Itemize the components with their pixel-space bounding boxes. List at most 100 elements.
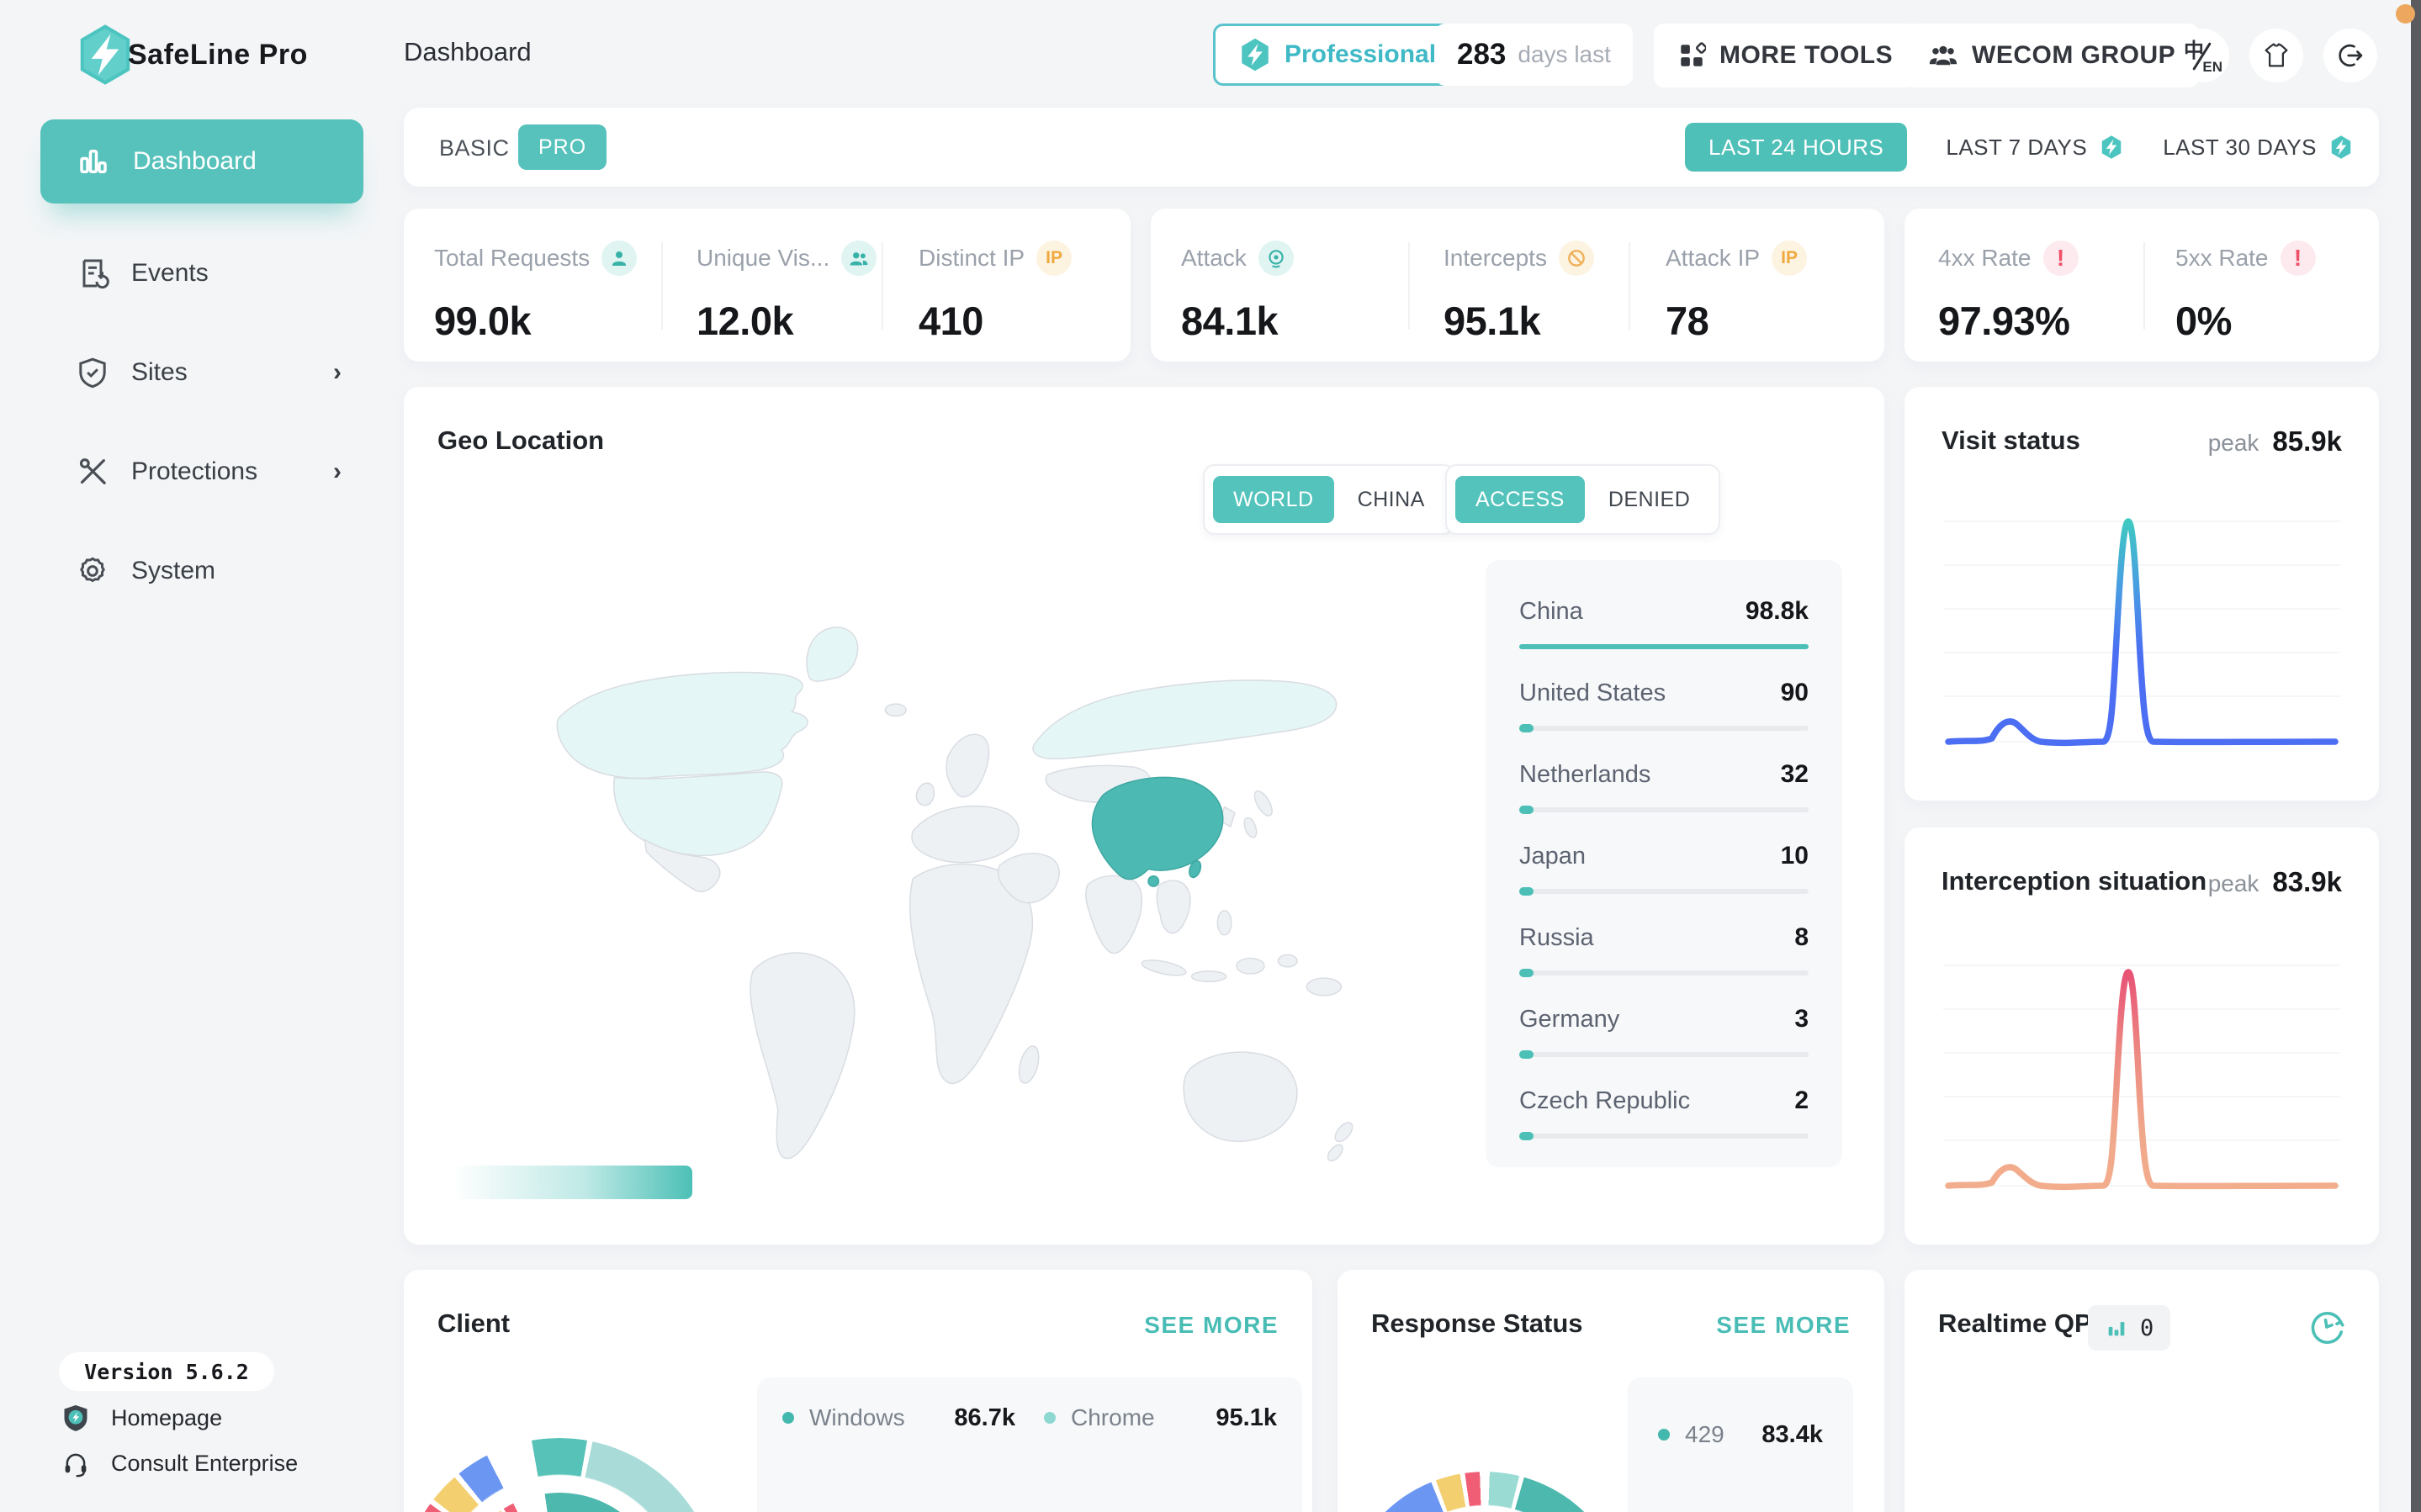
license-days: 283 days last xyxy=(1435,24,1633,86)
legend-name: Windows xyxy=(809,1404,905,1430)
pro-bolt-icon xyxy=(1242,38,1269,71)
map-scope-toggle: WORLD CHINA xyxy=(1203,464,1455,535)
sidebar-item-label: Sites xyxy=(131,358,188,386)
ip-badge-icon: IP xyxy=(1772,241,1808,276)
pro-tab[interactable]: PRO xyxy=(518,124,607,170)
map-new-zealand-n xyxy=(1334,1122,1354,1143)
range-last-7-days[interactable]: LAST 7 DAYS xyxy=(1946,135,2124,161)
refresh-clock-icon[interactable] xyxy=(2307,1307,2347,1347)
map-taiwan xyxy=(1189,859,1202,879)
ip-text: IP xyxy=(1781,248,1798,267)
client-see-more-link[interactable]: SEE MORE xyxy=(1144,1312,1279,1338)
country-value: 98.8k xyxy=(1745,597,1809,625)
country-row-china[interactable]: China 98.8k xyxy=(1519,597,1809,649)
stat-attack: Attack 84.1k xyxy=(1181,241,1294,344)
headset-icon xyxy=(65,1453,87,1478)
sidebar-item-label: System xyxy=(131,557,216,584)
map-madagascar xyxy=(1018,1045,1040,1084)
pro-feature-icon xyxy=(2101,135,2122,159)
country-row-japan[interactable]: Japan 10 xyxy=(1519,842,1809,896)
mini-bars-icon xyxy=(2108,1322,2125,1336)
stat-label: Unique Vis... xyxy=(697,245,830,271)
basic-tab[interactable]: BASIC xyxy=(439,135,510,161)
app-title: SafeLine Pro xyxy=(128,39,308,71)
peak-label: peak xyxy=(2207,430,2259,456)
stat-value: 0% xyxy=(2175,299,2232,343)
sidebar-item-protections[interactable]: Protections › xyxy=(40,446,363,498)
country-value: 8 xyxy=(1794,923,1809,951)
block-icon xyxy=(1558,241,1594,276)
country-row-united-states[interactable]: United States 90 xyxy=(1519,679,1809,732)
more-tools-button[interactable]: MORE TOOLS xyxy=(1654,24,1917,87)
stat-value: 97.93% xyxy=(1938,299,2070,343)
country-row-netherlands[interactable]: Netherlands 32 xyxy=(1519,760,1809,814)
toggle-access[interactable]: ACCESS xyxy=(1455,476,1585,523)
country-row-russia[interactable]: Russia 8 xyxy=(1519,923,1809,977)
breadcrumb: Dashboard xyxy=(404,37,532,66)
response-see-more-link[interactable]: SEE MORE xyxy=(1716,1312,1851,1338)
tshirt-icon xyxy=(2265,43,2288,67)
world-map[interactable] xyxy=(421,580,1388,1186)
map-sumatra xyxy=(1141,960,1187,976)
response-status-title: Response Status xyxy=(1371,1308,1583,1338)
toggle-china[interactable]: CHINA xyxy=(1357,487,1425,511)
country-name: Netherlands xyxy=(1519,761,1651,788)
peak-value: 83.9k xyxy=(2272,866,2342,897)
range-last-30-days[interactable]: LAST 30 DAYS xyxy=(2163,135,2354,161)
wecom-group-button[interactable]: WECOM GROUP xyxy=(1904,24,2200,87)
realtime-qps-panel: Realtime QPS 0 xyxy=(1904,1270,2379,1512)
stats-card-attacks: Attack 84.1k Intercepts 95.1k Attack IP … xyxy=(1151,209,1884,362)
homepage-link[interactable]: Homepage xyxy=(61,1403,222,1433)
map-scandinavia xyxy=(946,733,990,798)
map-mexico xyxy=(644,838,721,893)
toggle-denied[interactable]: DENIED xyxy=(1608,487,1691,511)
peak-value: 85.9k xyxy=(2272,426,2342,457)
qps-current-badge: 0 xyxy=(2088,1305,2171,1351)
range-30d-label: LAST 30 DAYS xyxy=(2163,134,2317,160)
client-legend: Windows 86.7k Chrome 95.1k macOS 8.6k AN… xyxy=(757,1377,1302,1512)
days-unit: days last xyxy=(1518,41,1611,67)
language-toggle-button[interactable]: 中 EN xyxy=(2175,29,2229,82)
consult-label: Consult Enterprise xyxy=(111,1450,299,1476)
logout-button[interactable] xyxy=(2323,29,2377,82)
interception-line-chart[interactable] xyxy=(1938,932,2345,1218)
time-range-group: LAST 24 HOURS LAST 7 DAYS LAST 30 DAYS xyxy=(1685,122,2354,172)
map-china xyxy=(1091,776,1224,880)
range-last-24-hours[interactable]: LAST 24 HOURS xyxy=(1685,123,1908,172)
ip-text: IP xyxy=(1046,248,1062,267)
exclamation-glyph: ! xyxy=(2293,245,2302,271)
sidebar-item-events[interactable]: Events xyxy=(40,247,363,299)
sidebar-item-label: Protections xyxy=(131,457,258,485)
page-scrollbar[interactable] xyxy=(2411,0,2421,1512)
visit-line-chart[interactable] xyxy=(1938,488,2345,774)
legend-dot xyxy=(782,1412,794,1424)
country-name: United States xyxy=(1519,679,1666,706)
country-row-germany[interactable]: Germany 3 xyxy=(1519,1005,1809,1059)
theme-skin-button[interactable] xyxy=(2249,29,2303,82)
consult-enterprise-link[interactable]: Consult Enterprise xyxy=(61,1448,298,1478)
sidebar-item-dashboard[interactable]: Dashboard xyxy=(40,119,363,204)
sidebar-item-sites[interactable]: Sites › xyxy=(40,346,363,399)
legend-item-429: 429 83.4k xyxy=(1658,1419,1823,1450)
days-value: 283 xyxy=(1457,38,1507,71)
recording-indicator-dot xyxy=(2396,4,2415,24)
stat-distinct-ip: Distinct IP IP 410 xyxy=(919,241,1073,344)
map-india xyxy=(1085,875,1143,954)
translate-icon: 中 EN xyxy=(2184,37,2222,75)
stat-label: Distinct IP xyxy=(919,245,1025,271)
interception-peak: peak 83.9k xyxy=(2208,866,2342,898)
country-bar xyxy=(1519,969,1809,977)
country-name: Russia xyxy=(1519,924,1594,951)
plan-badge[interactable]: Professional xyxy=(1213,24,1461,86)
visit-status-title: Visit status xyxy=(1942,426,2080,455)
stat-total-requests: Total Requests 99.0k xyxy=(434,241,638,344)
response-legend: 429 83.4k 466 10.8k 404 2.0k xyxy=(1628,1377,1853,1512)
map-philippines xyxy=(1216,910,1232,936)
stat-value: 95.1k xyxy=(1444,299,1541,343)
sidebar-item-system[interactable]: System xyxy=(40,545,363,597)
shield-bolt-icon xyxy=(64,1405,87,1431)
geo-country-list: China 98.8k United States 90 Netherlands 32… xyxy=(1486,560,1842,1167)
toggle-world[interactable]: WORLD xyxy=(1213,476,1334,523)
legend-dot xyxy=(1044,1412,1056,1424)
country-row-czech-republic[interactable]: Czech Republic 2 xyxy=(1519,1086,1809,1140)
